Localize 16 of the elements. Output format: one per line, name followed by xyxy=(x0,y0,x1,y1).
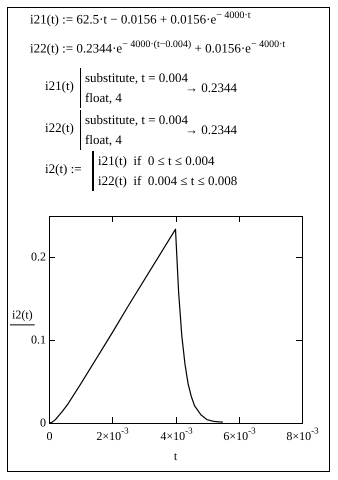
x-axis-title: t xyxy=(174,449,178,464)
text: i22(t) if 0.004 ≤ t ≤ 0.008 xyxy=(98,172,238,190)
y-axis-title: i2(t) xyxy=(12,308,33,322)
text: i2(t) := xyxy=(45,161,82,177)
text: i21(t) := 62.5·t − 0.0156 + 0.0156·e$^{− 4000·t}$ xyxy=(30,10,251,28)
text: i22(t) xyxy=(45,120,74,136)
text: float, 4 xyxy=(85,132,122,147)
text: i22(t) := 0.2344·e$^{− 4000·(t−0.004)}$ + 0.0156·e$^{− 4000·t}$ xyxy=(30,39,286,56)
y-tick-label: 0.2 xyxy=(31,250,46,264)
text: i21(t) xyxy=(45,78,74,94)
y-tick-label: 0 xyxy=(40,416,46,430)
text: substitute, t = 0.004 xyxy=(85,111,188,129)
y-tick-label: 0.1 xyxy=(31,332,46,347)
text: substitute, t = 0.004 xyxy=(85,69,188,87)
text: i21(t) if 0 ≤ t ≤ 0.004 xyxy=(98,152,216,170)
text: float, 4 xyxy=(85,90,122,105)
